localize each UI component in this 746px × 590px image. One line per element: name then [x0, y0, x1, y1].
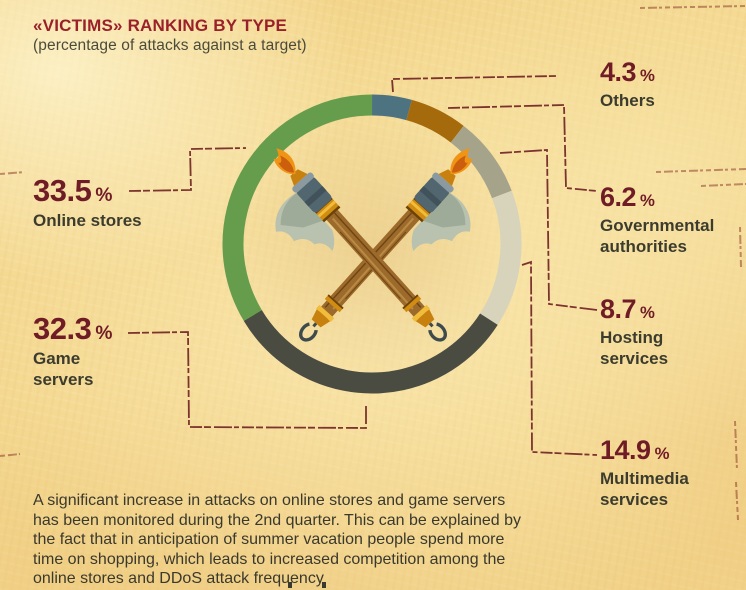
percent-sign: %	[95, 323, 113, 344]
stat-label: Others	[600, 91, 655, 110]
cutoff-letter-mark	[288, 582, 292, 588]
stat-label: Online stores	[33, 211, 142, 230]
collar-edge	[327, 294, 344, 310]
percent-sign: %	[640, 66, 655, 85]
stat-value: 4.3%	[600, 57, 655, 87]
gold-collar	[405, 197, 432, 223]
stat-label: Game servers	[33, 349, 94, 389]
connector-governmental	[447, 104, 598, 192]
wood-grain	[332, 217, 415, 310]
percent-sign: %	[654, 444, 670, 463]
stat-value: 6.2%	[600, 182, 655, 212]
chart-backdrop-shadow	[222, 110, 522, 390]
flame-inner	[451, 155, 468, 173]
donut-segment-hosting-services	[222, 94, 522, 394]
scratch-mark	[0, 171, 26, 175]
collar-stripe	[316, 304, 335, 322]
collar-edge	[413, 197, 432, 214]
stat-game-servers: 32.3% Game servers	[33, 313, 203, 390]
stat-value: 8.7%	[600, 294, 655, 324]
axe-blade-shadow	[423, 191, 466, 228]
stat-label: Multimedia services	[600, 469, 689, 509]
axe-shaft	[318, 202, 426, 320]
stat-value: 32.3%	[33, 311, 113, 346]
donut-segment-game-servers	[222, 94, 522, 394]
gold-tip	[438, 169, 456, 186]
stat-others: 4.3% Others	[600, 59, 746, 111]
axe-head-band	[419, 186, 442, 207]
scratch-mark	[639, 5, 746, 9]
donut-segment-online-stores	[222, 94, 522, 394]
carabiner-hook	[299, 322, 318, 342]
stat-label: Hosting services	[600, 328, 669, 368]
connector-others	[391, 75, 558, 93]
axe-mirrored	[232, 139, 455, 376]
cutoff-letter-mark	[322, 582, 326, 588]
axe-head	[414, 177, 450, 213]
footer-note: A significant increase in attacks on onl…	[33, 492, 522, 587]
wood-grain	[345, 231, 407, 300]
percent-sign: %	[95, 185, 113, 206]
flame	[450, 148, 473, 175]
page-title: «VICTIMS» RANKING BY TYPE	[33, 16, 288, 35]
page-subtitle: (percentage of attacks against a target)	[33, 37, 307, 54]
donut-segment-governmental-authorities	[222, 94, 522, 394]
hook-link	[312, 322, 318, 328]
donut-ring	[222, 94, 522, 394]
connector-multimedia	[521, 260, 598, 456]
donut-segment-others	[222, 94, 522, 394]
percent-sign: %	[640, 303, 655, 322]
connector-hosting	[499, 149, 598, 311]
scratch-mark	[655, 168, 746, 173]
scratch-mark	[0, 453, 21, 457]
crossed-battle-axes-icon	[232, 139, 473, 376]
axe-head-cap	[432, 172, 454, 193]
donut-segment-multimedia-services	[222, 94, 522, 394]
collar-stripe	[409, 200, 429, 218]
stat-multimedia: 14.9% Multimedia services	[600, 437, 746, 510]
percent-sign: %	[640, 191, 655, 210]
wood-grain	[324, 210, 414, 308]
collar-edge	[405, 205, 424, 223]
stat-value: 33.5%	[33, 173, 113, 208]
gold-collar	[324, 294, 344, 313]
stat-governmental: 6.2% Governmental authorities	[600, 184, 746, 257]
stat-label: Governmental authorities	[600, 216, 715, 256]
stat-value: 14.9%	[600, 435, 670, 465]
stat-online-stores: 33.5% Online stores	[33, 175, 203, 231]
stat-hosting: 8.7% Hosting services	[600, 296, 746, 369]
axe-blade	[411, 191, 471, 252]
bottom-cap	[311, 309, 331, 328]
